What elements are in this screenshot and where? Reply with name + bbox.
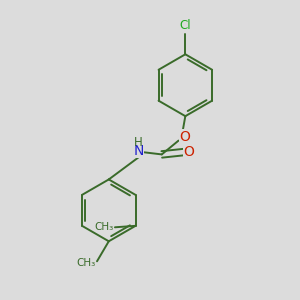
Text: H: H (134, 136, 143, 149)
Text: N: N (133, 144, 144, 158)
Text: O: O (179, 130, 190, 144)
Text: O: O (184, 145, 195, 159)
Text: Cl: Cl (179, 19, 191, 32)
Text: CH₃: CH₃ (94, 222, 113, 232)
Text: CH₃: CH₃ (76, 258, 95, 268)
